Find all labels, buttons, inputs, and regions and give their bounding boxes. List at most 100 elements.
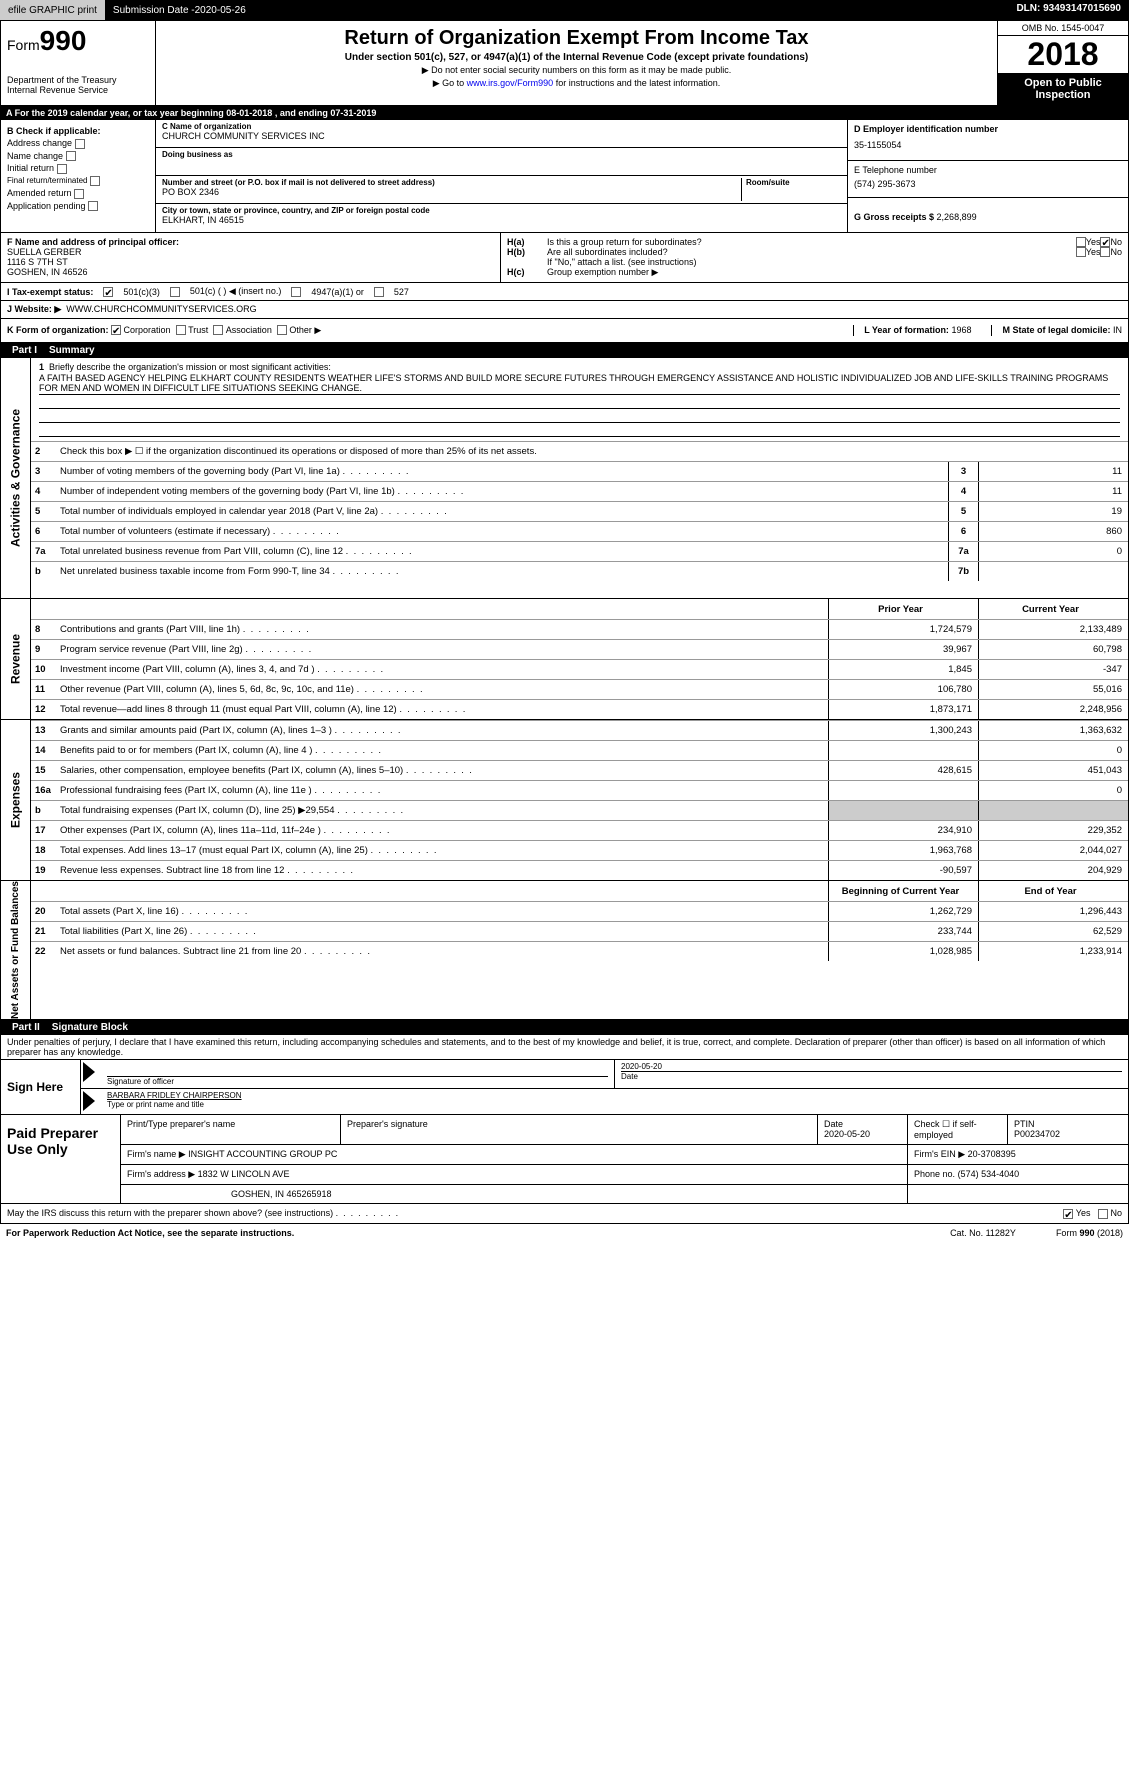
- end-year-header: End of Year: [978, 881, 1128, 901]
- hb-label: H(b): [507, 247, 547, 257]
- checkbox-icon[interactable]: [90, 176, 100, 186]
- checkbox-icon[interactable]: [277, 325, 287, 335]
- arrow-icon: [83, 1062, 95, 1082]
- b-opt-2-label: Initial return: [7, 163, 54, 173]
- checkbox-icon[interactable]: [74, 189, 84, 199]
- checkbox-checked-icon[interactable]: [103, 287, 113, 297]
- d-gross-field: G Gross receipts $ 2,268,899: [848, 198, 1128, 226]
- current-year-value: 60,798: [978, 640, 1128, 659]
- header-mid: Return of Organization Exempt From Incom…: [156, 21, 998, 105]
- f-name: SUELLA GERBER: [7, 247, 494, 257]
- discuss-txt: May the IRS discuss this return with the…: [7, 1208, 398, 1219]
- signature-fields: Signature of officer 2020-05-20 Date BAR…: [81, 1060, 1128, 1114]
- line-value: [978, 562, 1128, 581]
- prior-year-header: Prior Year: [828, 599, 978, 619]
- header-right: OMB No. 1545-0047 2018 Open to Public In…: [998, 21, 1128, 105]
- row-a-end: 07-31-2019: [330, 108, 376, 118]
- mission-blank: [39, 409, 1120, 423]
- checkbox-icon[interactable]: [75, 139, 85, 149]
- checkbox-icon[interactable]: [170, 287, 180, 297]
- checkbox-icon[interactable]: [88, 201, 98, 211]
- prior-year-value: -90,597: [828, 861, 978, 880]
- open-inspection: Open to Public Inspection: [998, 73, 1128, 105]
- data-line: b Total fundraising expenses (Part IX, c…: [31, 800, 1128, 820]
- current-year-value: 2,248,956: [978, 700, 1128, 719]
- row-i: I Tax-exempt status: 501(c)(3) 501(c) ( …: [0, 283, 1129, 301]
- i-opt-3: 527: [394, 287, 409, 297]
- mission-label: Briefly describe the organization's miss…: [49, 362, 331, 372]
- checkbox-icon[interactable]: [1076, 237, 1086, 247]
- col-d: D Employer identification number 35-1155…: [848, 120, 1128, 232]
- line-num: 20: [31, 906, 56, 917]
- checkbox-icon[interactable]: [176, 325, 186, 335]
- checkbox-checked-icon[interactable]: [1100, 237, 1110, 247]
- checkbox-icon[interactable]: [213, 325, 223, 335]
- prior-year-value: 233,744: [828, 922, 978, 941]
- self-employed-label: Check ☐ if self-employed: [908, 1115, 1008, 1144]
- row-a-begin: 08-01-2018: [226, 108, 272, 118]
- form-990: 990: [40, 25, 87, 56]
- checkbox-checked-icon[interactable]: [1063, 1209, 1073, 1219]
- signature-intro: Under penalties of perjury, I declare th…: [0, 1035, 1129, 1060]
- c-street-field: Number and street (or P.O. box if mail i…: [156, 176, 847, 204]
- k-opt-3: Other ▶: [289, 325, 321, 336]
- d-gross-label: G Gross receipts $: [854, 212, 937, 222]
- netassets-lines: Beginning of Current Year End of Year 20…: [31, 881, 1128, 1019]
- b-opt-3: Final return/terminated: [7, 176, 149, 186]
- part2-header: Part II Signature Block: [0, 1020, 1129, 1035]
- line-value: 0: [978, 542, 1128, 561]
- current-year-value: [978, 801, 1128, 820]
- b-opt-1-label: Name change: [7, 151, 63, 161]
- data-line: 11 Other revenue (Part VIII, column (A),…: [31, 679, 1128, 699]
- line-text: Net assets or fund balances. Subtract li…: [56, 944, 828, 959]
- line-num: 22: [31, 946, 56, 957]
- data-line: 20 Total assets (Part X, line 16) 1,262,…: [31, 901, 1128, 921]
- governance-lines: 1 Briefly describe the organization's mi…: [31, 358, 1128, 598]
- line-text: Total expenses. Add lines 13–17 (must eq…: [56, 843, 828, 858]
- line-text: Total fundraising expenses (Part IX, col…: [56, 803, 828, 818]
- checkbox-icon[interactable]: [57, 164, 67, 174]
- c-city: ELKHART, IN 46515: [162, 215, 841, 225]
- governance-tab: Activities & Governance: [1, 358, 31, 598]
- expenses-section: Expenses 13 Grants and similar amounts p…: [0, 720, 1129, 881]
- b-opt-0: Address change: [7, 138, 149, 149]
- checkbox-icon[interactable]: [374, 287, 384, 297]
- current-year-value: 1,363,632: [978, 721, 1128, 740]
- dln: DLN: 93493147015690: [1008, 0, 1129, 20]
- checkbox-icon[interactable]: [1098, 1209, 1108, 1219]
- line-num: 13: [31, 725, 56, 736]
- row-j: J Website: ▶ WWW.CHURCHCOMMUNITYSERVICES…: [0, 301, 1129, 319]
- k-lm: L Year of formation: 1968 M State of leg…: [853, 325, 1122, 336]
- row-k: K Form of organization: Corporation Trus…: [0, 319, 1129, 343]
- form-title: Return of Organization Exempt From Incom…: [162, 27, 991, 50]
- line-text: Net unrelated business taxable income fr…: [56, 564, 948, 579]
- firm-addr: 1832 W LINCOLN AVE: [198, 1169, 290, 1179]
- preparer-date-cell: Date 2020-05-20: [818, 1115, 908, 1144]
- j-label: J Website: ▶: [7, 304, 61, 315]
- revenue-lines: Prior Year Current Year 8 Contributions …: [31, 599, 1128, 719]
- data-line: 22 Net assets or fund balances. Subtract…: [31, 941, 1128, 961]
- hb-note: If "No," attach a list. (see instruction…: [507, 257, 1122, 267]
- b-opt-4: Amended return: [7, 188, 149, 199]
- irs-link[interactable]: www.irs.gov/Form990: [467, 78, 554, 88]
- checkbox-icon[interactable]: [66, 151, 76, 161]
- preparer-sig-label: Preparer's signature: [341, 1115, 818, 1144]
- line-num: 12: [31, 704, 56, 715]
- firm-phone: (574) 534-4040: [958, 1169, 1020, 1179]
- i-opt-2: 4947(a)(1) or: [311, 287, 364, 297]
- checkbox-icon[interactable]: [1076, 247, 1086, 257]
- part1-header: Part I Summary: [0, 343, 1129, 358]
- checkbox-icon[interactable]: [1100, 247, 1110, 257]
- line-text: Program service revenue (Part VIII, line…: [56, 642, 828, 657]
- sig-name: BARBARA FRIDLEY CHAIRPERSON: [107, 1091, 1122, 1100]
- data-line: 19 Revenue less expenses. Subtract line …: [31, 860, 1128, 880]
- department: Department of the Treasury Internal Reve…: [7, 75, 149, 95]
- checkbox-checked-icon[interactable]: [111, 325, 121, 335]
- form-header: Form990 Department of the Treasury Inter…: [0, 20, 1129, 106]
- footer-left: For Paperwork Reduction Act Notice, see …: [6, 1228, 294, 1238]
- checkbox-icon[interactable]: [291, 287, 301, 297]
- note2-pre: ▶ Go to: [433, 78, 467, 88]
- c-name-field: C Name of organization CHURCH COMMUNITY …: [156, 120, 847, 148]
- line-box: 7a: [948, 542, 978, 561]
- i-label: I Tax-exempt status:: [7, 287, 93, 297]
